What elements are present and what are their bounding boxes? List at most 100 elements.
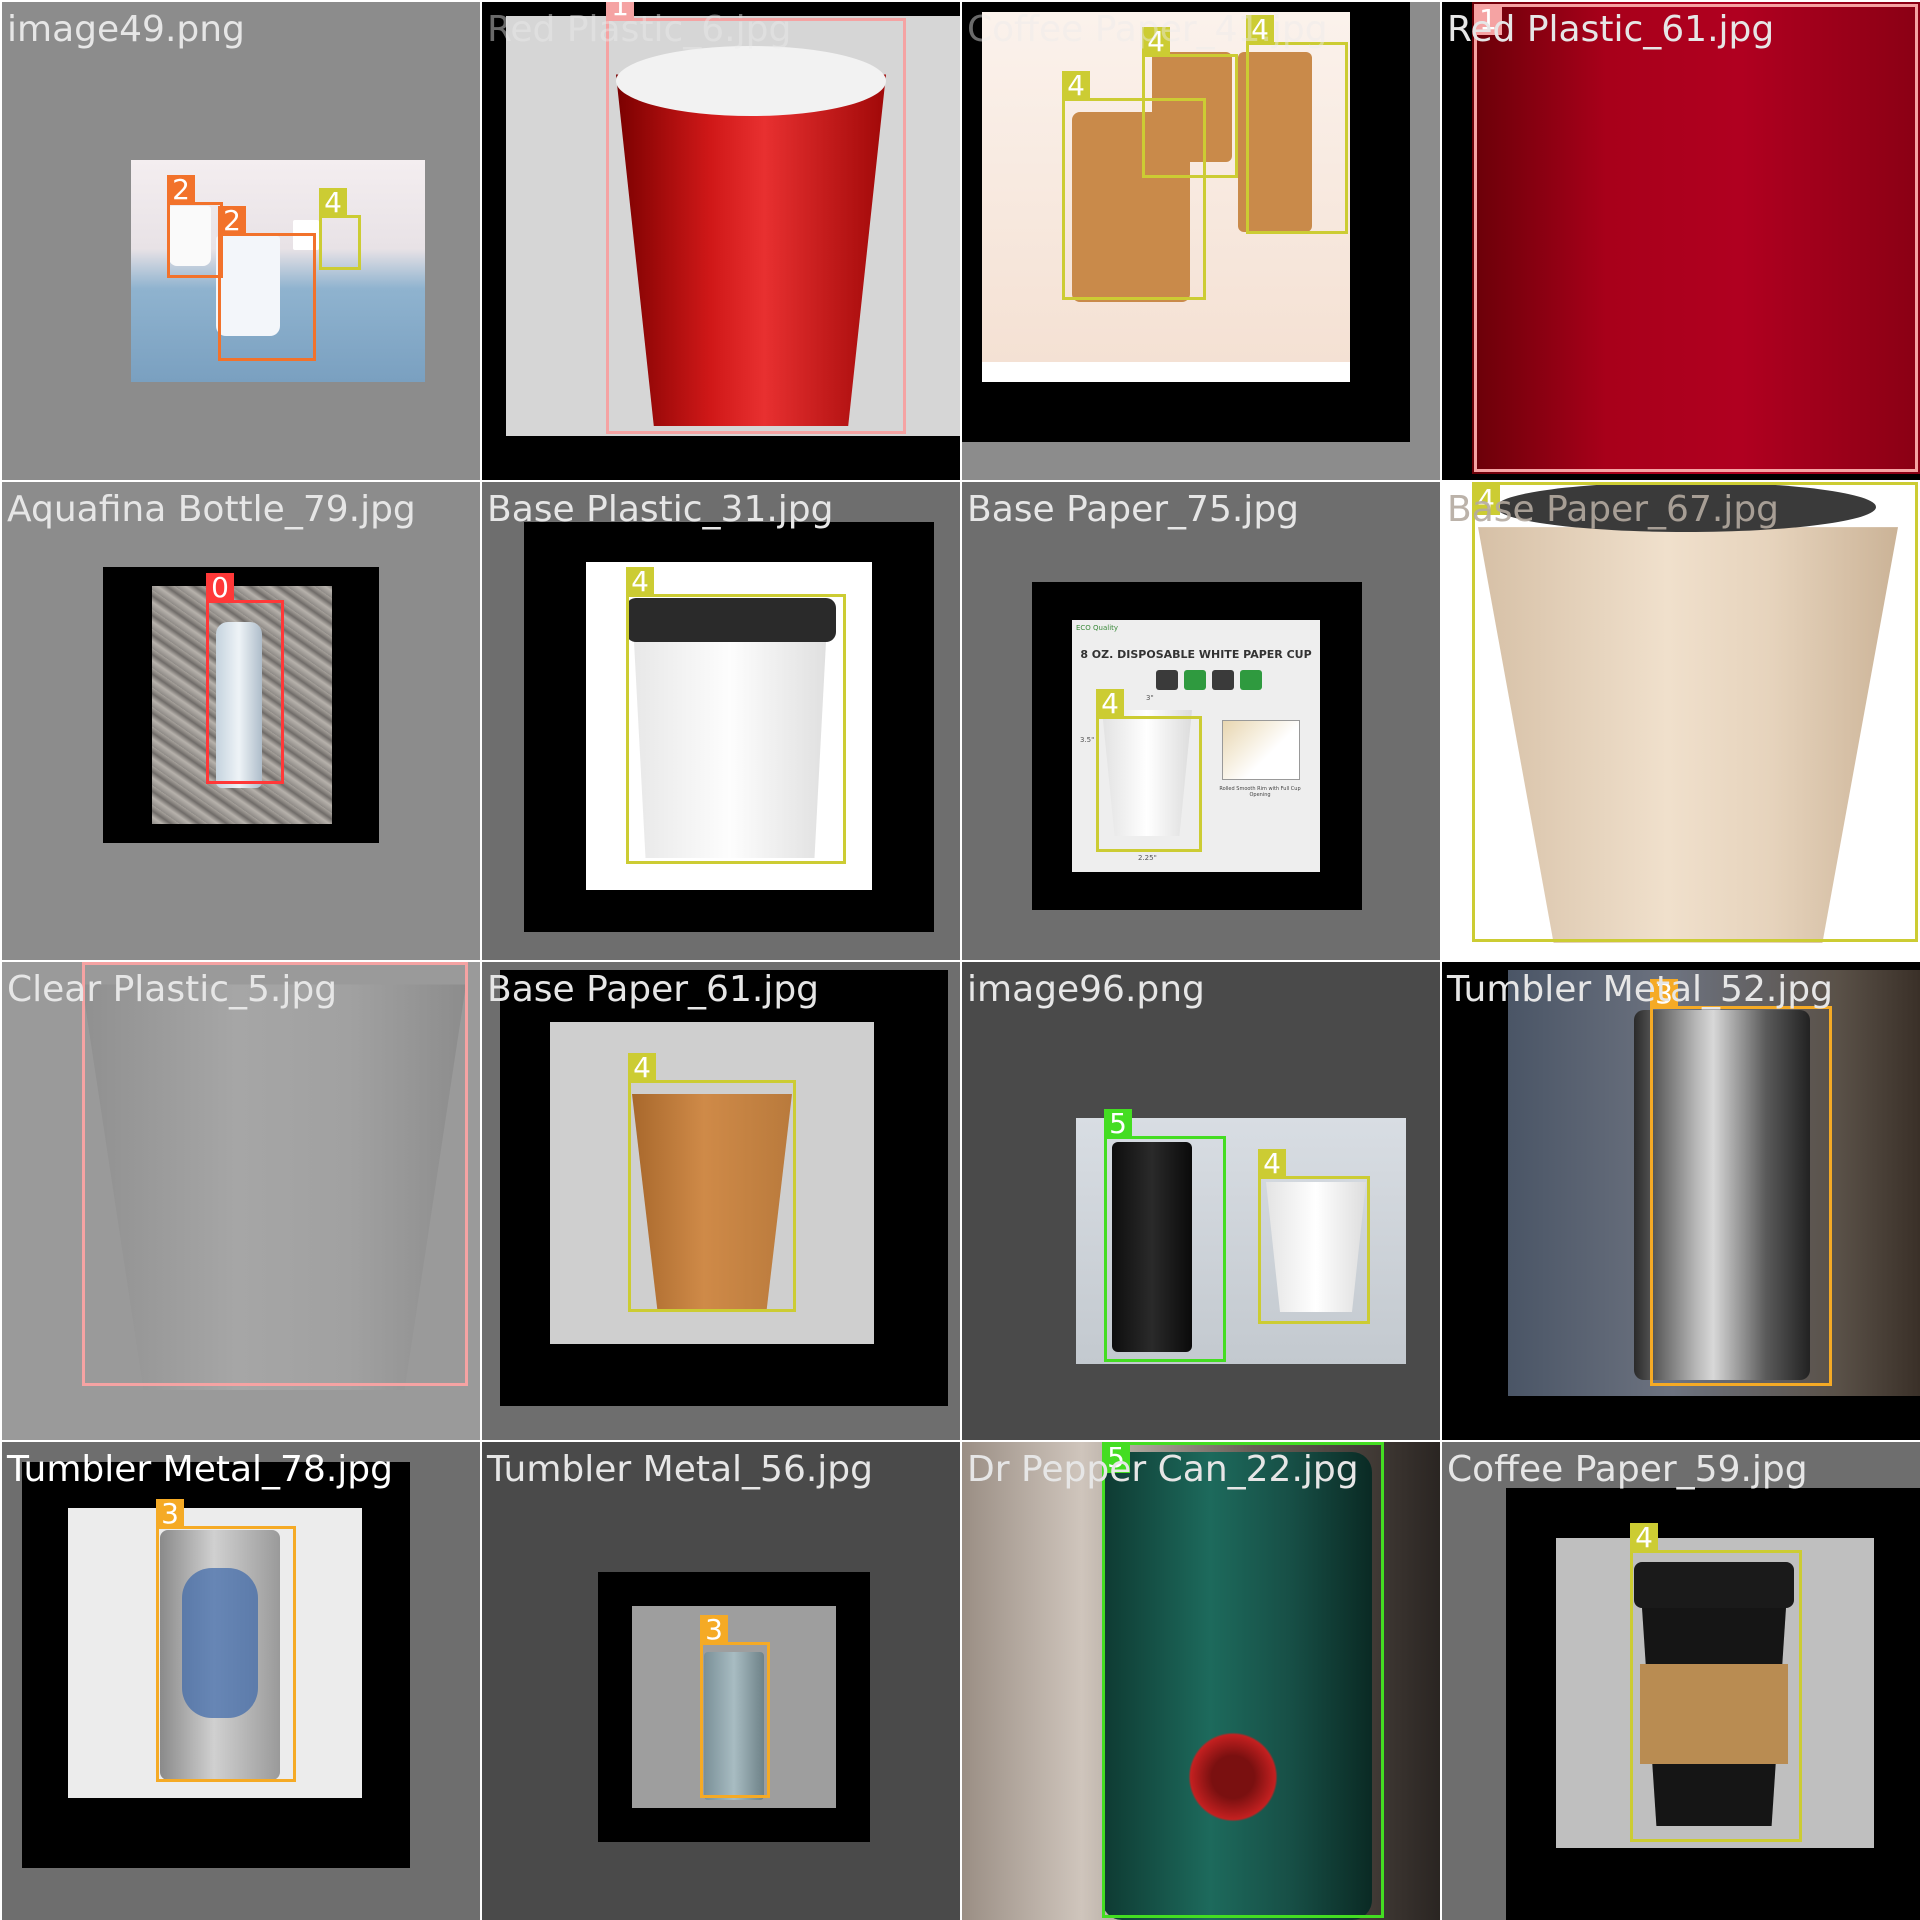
bbox: 1 xyxy=(82,962,468,1386)
bbox-label: 0 xyxy=(206,573,234,603)
tile-filename: Base Paper_61.jpg xyxy=(487,969,820,1010)
tile-filename: Coffee Paper_41.jpg xyxy=(967,9,1328,50)
mosaic-tile-red-plastic-6: 1 Red Plastic_6.jpg xyxy=(482,2,960,480)
mosaic-tile-coffee-paper-59: 4 Coffee Paper_59.jpg xyxy=(1442,1442,1920,1920)
bbox-label: 3 xyxy=(700,1615,728,1645)
bbox: 4 xyxy=(1096,689,1202,852)
tile-photo xyxy=(632,1606,836,1808)
kraft-cup xyxy=(1478,527,1898,943)
tile-filename: Aquafina Bottle_79.jpg xyxy=(7,489,416,530)
mosaic-tile-tumbler-metal-56: 3 Tumbler Metal_56.jpg xyxy=(482,1442,960,1920)
bbox: 4 xyxy=(1630,1523,1802,1842)
bbox: 3 xyxy=(700,1615,770,1798)
water-bottle xyxy=(216,622,262,788)
bbox: 5 xyxy=(1102,1442,1384,1918)
bbox: 4 xyxy=(1258,1149,1370,1324)
feature-icon xyxy=(1240,670,1262,690)
bbox-label: 1 xyxy=(82,962,110,965)
tile-photo xyxy=(550,1022,874,1344)
tile-filename: Red Plastic_6.jpg xyxy=(487,9,792,50)
rim-caption: Rolled Smooth Rim with Full Cup Opening xyxy=(1219,786,1301,798)
feature-icon xyxy=(1212,670,1234,690)
mosaic-tile-image96: 5 4 image96.png xyxy=(962,962,1440,1440)
white-cup-body xyxy=(634,642,826,858)
tile-photo xyxy=(1076,1118,1406,1364)
bbox-label: 2 xyxy=(218,206,246,236)
clear-plastic-cup xyxy=(82,984,466,1390)
mosaic-tile-red-plastic-61: 1 Red Plastic_61.jpg xyxy=(1442,2,1920,480)
coffee-lid xyxy=(626,598,836,642)
product-title: 8 OZ. DISPOSABLE WHITE PAPER CUP xyxy=(1080,648,1312,661)
tile-filename: Clear Plastic_5.jpg xyxy=(7,969,338,1010)
bbox: 4 xyxy=(626,567,846,864)
energy-drink-can xyxy=(1112,1142,1192,1352)
bbox-label: 4 xyxy=(319,188,347,218)
bbox: 3 xyxy=(1650,979,1832,1386)
bbox: 4 xyxy=(1062,71,1206,300)
tile-photo xyxy=(982,12,1350,382)
black-lid xyxy=(1634,1562,1794,1608)
mosaic-tile-base-paper-67: 4 Base Paper_67.jpg xyxy=(1442,482,1920,960)
brand-logo: ECO Quality xyxy=(1076,624,1119,632)
tile-filename: Tumbler Metal_52.jpg xyxy=(1447,969,1833,1010)
bbox: 1 xyxy=(1474,4,1918,472)
dimension-height: 3.5" xyxy=(1080,736,1095,744)
bbox-label: 1 xyxy=(606,2,634,21)
cardboard-sleeve xyxy=(1640,1664,1788,1764)
bbox-label: 4 xyxy=(1472,485,1500,515)
tile-filename: Coffee Paper_59.jpg xyxy=(1447,1449,1808,1490)
bbox-label: 4 xyxy=(1258,1149,1286,1179)
bbox-label: 4 xyxy=(1630,1523,1658,1553)
dimension-top: 3" xyxy=(1146,694,1154,702)
bbox: 2 xyxy=(218,206,316,361)
tile-filename: Base Plastic_31.jpg xyxy=(487,489,834,530)
white-paper-cup xyxy=(1266,1182,1366,1312)
tile-photo xyxy=(1508,970,1920,1396)
bbox: 5 xyxy=(1104,1109,1226,1362)
bbox: 4 xyxy=(1142,27,1238,178)
mosaic-tile-coffee-paper-41: 4 4 4 Coffee Paper_41.jpg xyxy=(962,2,1440,480)
feature-icon xyxy=(1156,670,1178,690)
mosaic-tile-dr-pepper-can-22: 5 Dr Pepper Can_22.jpg xyxy=(962,1442,1440,1920)
tile-photo xyxy=(68,1508,362,1798)
tile-filename: Base Paper_75.jpg xyxy=(967,489,1300,530)
mosaic-tile-aquafina-bottle-79: 0 Aquafina Bottle_79.jpg xyxy=(2,482,480,960)
tile-filename: Red Plastic_61.jpg xyxy=(1447,9,1775,50)
bbox-label: 3 xyxy=(1650,979,1678,1009)
tumbler-deer-design xyxy=(182,1568,258,1718)
bbox-label: 4 xyxy=(628,1053,656,1083)
white-background-bottom xyxy=(982,362,1350,382)
coffee-top xyxy=(1496,482,1876,532)
bbox-label: 4 xyxy=(1142,27,1170,57)
bbox-label: 1 xyxy=(1474,5,1502,35)
red-cup xyxy=(616,74,886,426)
product-card: ECO Quality 8 OZ. DISPOSABLE WHITE PAPER… xyxy=(1072,620,1320,872)
tile-filename: image96.png xyxy=(967,969,1205,1010)
bbox-label: 4 xyxy=(1096,689,1124,719)
bbox: 4 xyxy=(628,1053,796,1312)
red-cup-rim xyxy=(616,46,886,116)
bbox-label: 3 xyxy=(156,1499,184,1529)
brown-paper-cup xyxy=(632,1094,792,1312)
tile-photo xyxy=(152,586,332,824)
bbox-label: 4 xyxy=(1246,15,1274,45)
tile-photo xyxy=(1472,2,1920,474)
mosaic-tile-tumbler-metal-52: 3 Tumbler Metal_52.jpg xyxy=(1442,962,1920,1440)
dimension-bottom: 2.25" xyxy=(1138,854,1157,862)
bbox-label: 4 xyxy=(626,567,654,597)
bbox-label: 5 xyxy=(1102,1443,1130,1473)
tile-filename: Tumbler Metal_78.jpg xyxy=(7,1449,393,1490)
tile-photo xyxy=(962,1442,1440,1920)
mosaic-tile-base-paper-61: 4 Base Paper_61.jpg xyxy=(482,962,960,1440)
tile-photo xyxy=(506,16,960,436)
tile-filename: Tumbler Metal_56.jpg xyxy=(487,1449,873,1490)
teal-tumbler xyxy=(704,1652,764,1800)
bbox: 3 xyxy=(156,1499,296,1782)
bbox-label: 2 xyxy=(167,175,195,205)
tile-filename: Base Paper_67.jpg xyxy=(1447,489,1780,530)
paper-cup xyxy=(1102,710,1192,836)
tile-filename: Dr Pepper Can_22.jpg xyxy=(967,1449,1359,1490)
feature-icon xyxy=(1184,670,1206,690)
coffee-cup-back xyxy=(1152,52,1232,162)
